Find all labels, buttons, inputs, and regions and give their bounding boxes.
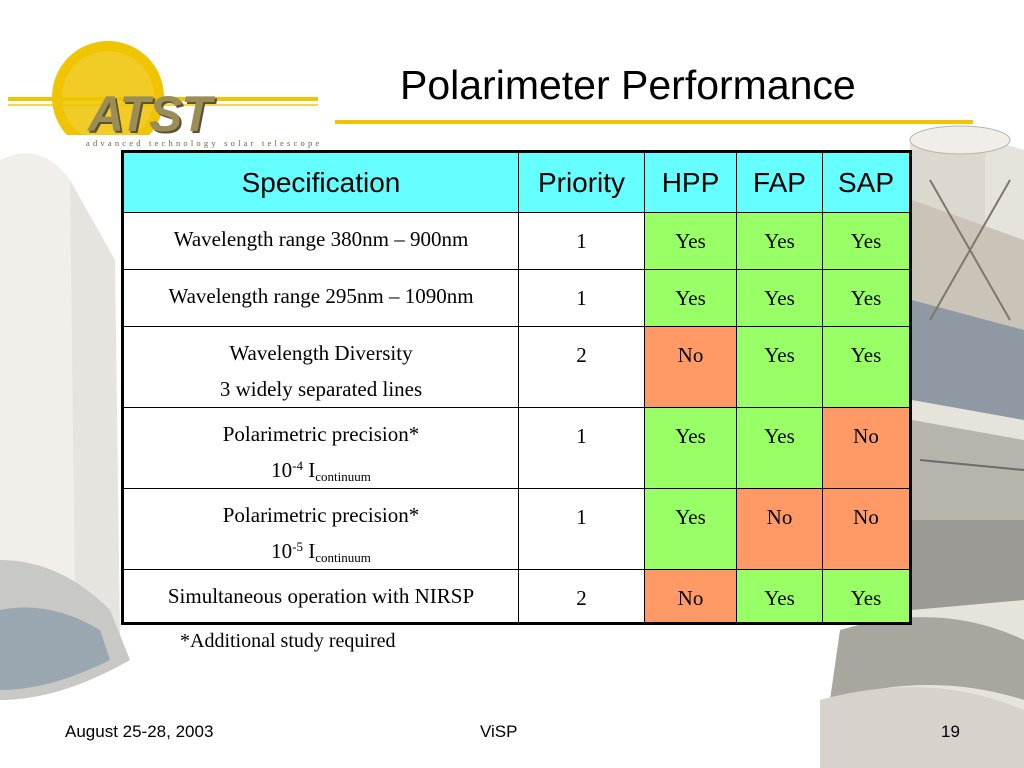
hpp-cell: No xyxy=(644,569,737,624)
priority-cell: 2 xyxy=(518,569,645,624)
table-row: Wavelength range 380nm – 900nm 1 Yes Yes… xyxy=(122,212,911,270)
fap-cell: Yes xyxy=(736,407,823,489)
header-specification: Specification xyxy=(122,151,519,213)
formula-subscript: continuum xyxy=(315,550,371,565)
spec-text: Simultaneous operation with NIRSP xyxy=(167,584,475,608)
fap-cell: No xyxy=(736,488,823,570)
header-hpp: HPP xyxy=(644,151,737,213)
formula-variable: I xyxy=(308,539,316,563)
fap-cell: Yes xyxy=(736,212,823,270)
formula-variable: I xyxy=(308,458,316,482)
sap-cell: Yes xyxy=(822,326,911,408)
table-row: Wavelength Diversity 3 widely separated … xyxy=(122,326,911,408)
table-row: Polarimetric precision* 10-5 Icontinuum … xyxy=(122,488,911,570)
logo-subtitle: advanced technology solar telescope xyxy=(86,138,323,148)
slide-title: Polarimeter Performance xyxy=(400,62,856,108)
spec-cell: Wavelength range 295nm – 1090nm xyxy=(122,269,519,327)
footnote: *Additional study required xyxy=(180,630,396,652)
hpp-cell: No xyxy=(644,326,737,408)
page-number: 19 xyxy=(941,722,960,741)
sap-cell: Yes xyxy=(822,212,911,270)
spec-cell: Polarimetric precision* 10-5 Icontinuum xyxy=(122,488,519,570)
title-underline xyxy=(335,120,973,124)
logo-text: ATST xyxy=(88,86,212,142)
table-header-row: Specification Priority HPP FAP SAP xyxy=(122,151,911,213)
hpp-cell: Yes xyxy=(644,407,737,489)
header-fap: FAP xyxy=(736,151,823,213)
footer-date: August 25-28, 2003 xyxy=(65,722,214,741)
spec-cell: Polarimetric precision* 10-4 Icontinuum xyxy=(122,407,519,489)
spec-cell: Wavelength Diversity 3 widely separated … xyxy=(122,326,519,408)
sap-cell: No xyxy=(822,488,911,570)
hpp-cell: Yes xyxy=(644,488,737,570)
spec-formula: 10-5 Icontinuum xyxy=(124,533,518,569)
spec-text: Wavelength range 295nm – 1090nm xyxy=(168,284,474,308)
spec-subtext: 3 widely separated lines xyxy=(219,377,423,401)
priority-cell: 2 xyxy=(518,326,645,408)
spec-text: Wavelength Diversity xyxy=(229,341,413,365)
spec-formula: 10-4 Icontinuum xyxy=(124,452,518,488)
hpp-cell: Yes xyxy=(644,212,737,270)
sap-cell: No xyxy=(822,407,911,489)
formula-subscript: continuum xyxy=(315,469,371,484)
formula-base: 10 xyxy=(271,458,293,482)
spec-cell: Simultaneous operation with NIRSP xyxy=(122,569,519,624)
spec-text: Wavelength range 380nm – 900nm xyxy=(173,227,469,251)
priority-cell: 1 xyxy=(518,212,645,270)
sap-cell: Yes xyxy=(822,569,911,624)
formula-exponent: -5 xyxy=(292,539,303,554)
spec-text: Polarimetric precision* xyxy=(222,503,420,527)
spec-cell: Wavelength range 380nm – 900nm xyxy=(122,212,519,270)
sun-logo-graphic xyxy=(8,41,318,135)
priority-cell: 1 xyxy=(518,407,645,489)
table-row: Polarimetric precision* 10-4 Icontinuum … xyxy=(122,407,911,489)
priority-cell: 1 xyxy=(518,488,645,570)
sap-cell: Yes xyxy=(822,269,911,327)
hpp-cell: Yes xyxy=(644,269,737,327)
fap-cell: Yes xyxy=(736,326,823,408)
table-row: Simultaneous operation with NIRSP 2 No Y… xyxy=(122,569,911,624)
spec-text: Polarimetric precision* xyxy=(222,422,420,446)
fap-cell: Yes xyxy=(736,569,823,624)
footer-center: ViSP xyxy=(480,722,518,741)
header-sap: SAP xyxy=(822,151,911,213)
fap-cell: Yes xyxy=(736,269,823,327)
atst-logo: ATST advanced technology solar telescope xyxy=(0,25,330,148)
header-priority: Priority xyxy=(518,151,645,213)
priority-cell: 1 xyxy=(518,269,645,327)
formula-exponent: -4 xyxy=(292,458,303,473)
performance-table: Specification Priority HPP FAP SAP Wavel… xyxy=(121,150,912,625)
formula-base: 10 xyxy=(271,539,293,563)
table-row: Wavelength range 295nm – 1090nm 1 Yes Ye… xyxy=(122,269,911,327)
